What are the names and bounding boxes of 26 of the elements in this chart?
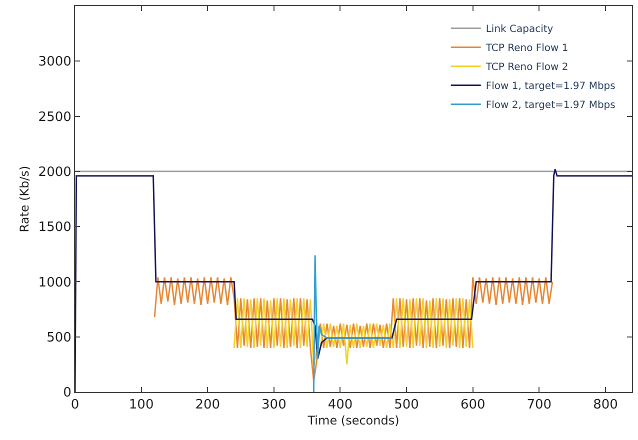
x-tick-label: 800 [593, 398, 618, 413]
legend-label: TCP Reno Flow 2 [484, 62, 568, 74]
x-axis-title: Time (seconds) [306, 414, 400, 428]
legend-label: Link Capacity [486, 24, 554, 36]
y-tick-label: 3000 [38, 54, 72, 70]
legend-label: TCP Reno Flow 1 [484, 43, 568, 54]
x-tick-label: 500 [394, 398, 419, 413]
line-series [75, 168, 632, 392]
line-series [233, 298, 474, 368]
line-series [154, 276, 554, 382]
x-tick-label: 100 [128, 398, 154, 413]
legend-label: Flow 2, target=1.97 Mbps [486, 100, 616, 112]
y-tick-label: 0 [63, 386, 72, 401]
x-tick-label: 700 [526, 398, 552, 413]
y-tick-label: 500 [46, 330, 72, 346]
y-tick-label: 2500 [38, 110, 72, 125]
line-series [312, 254, 393, 392]
legend-label: Flow 1, target=1.97 Mbps [486, 81, 616, 92]
y-tick-label: 1500 [38, 220, 72, 236]
y-tick-label: 1000 [38, 275, 72, 290]
x-tick-label: 200 [195, 398, 220, 413]
x-tick-label: 600 [460, 398, 486, 413]
y-tick-label: 2000 [38, 164, 72, 180]
x-tick-label: 400 [328, 398, 353, 413]
x-tick-label: 300 [262, 398, 286, 413]
y-axis-title: Rate (Kb/s) [18, 166, 32, 232]
